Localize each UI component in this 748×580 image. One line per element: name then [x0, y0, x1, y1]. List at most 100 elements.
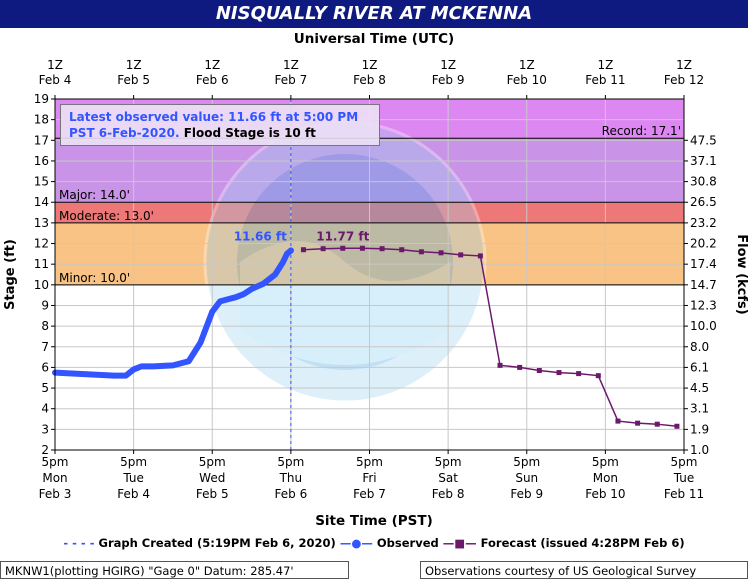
top-tick-date: Feb 11: [585, 73, 625, 87]
forecast-point: [556, 370, 562, 376]
y-tick-label: 3: [41, 422, 49, 436]
bottom-tick-time: 5pm: [513, 455, 540, 469]
top-tick-date: Feb 4: [39, 73, 72, 87]
top-tick-time: 1Z: [440, 58, 456, 72]
bottom-tick-date: Feb 8: [432, 487, 465, 501]
bottom-tick-date: Feb 3: [39, 487, 72, 501]
flow-tick-label: 20.2: [690, 237, 717, 251]
top-tick-time: 1Z: [519, 58, 535, 72]
bottom-tick-date: Feb 10: [585, 487, 625, 501]
bottom-tick-date: Feb 6: [275, 487, 308, 501]
flow-tick-label: 17.4: [690, 257, 717, 271]
flow-tick-label: 26.5: [690, 195, 717, 209]
bottom-tick-day: Sun: [515, 471, 538, 485]
bottom-tick-day: Tue: [673, 471, 695, 485]
flow-tick-label: 6.1: [690, 360, 709, 374]
flow-tick-label: 4.5: [690, 381, 709, 395]
forecast-point: [595, 373, 601, 379]
chart-title: NISQUALLY RIVER AT MCKENNA: [0, 0, 748, 28]
top-tick-time: 1Z: [47, 58, 63, 72]
threshold-label: Minor: 10.0': [59, 271, 130, 285]
forecast-point: [458, 252, 464, 258]
y-tick-label: 16: [34, 154, 49, 168]
top-tick-date: Feb 10: [507, 73, 547, 87]
datum-footer: MKNW1(plotting HGIRG) "Gage 0" Datum: 28…: [0, 561, 349, 579]
forecast-point: [438, 250, 444, 256]
legend-observed-swatch: —●—: [339, 536, 373, 550]
y-tick-label: 11: [34, 257, 49, 271]
top-tick-date: Feb 5: [117, 73, 150, 87]
forecast-point: [576, 371, 582, 377]
y-tick-label: 12: [34, 237, 49, 251]
bottom-tick-day: Mon: [593, 471, 618, 485]
bottom-tick-time: 5pm: [671, 455, 698, 469]
series-group: 11.66 ft 11.77 ft: [52, 229, 680, 429]
y-tick-label: 7: [41, 340, 49, 354]
legend-created-swatch: - - - -: [63, 536, 95, 550]
flow-tick-label: 3.1: [690, 402, 709, 416]
forecast-point: [399, 247, 405, 253]
flow-tick-label: 8.0: [690, 340, 709, 354]
forecast-line: [303, 247, 678, 428]
latest-observed-box: Latest observed value: 11.66 ft at 5:00 …: [60, 104, 380, 146]
top-tick-date: Feb 6: [196, 73, 229, 87]
forecast-point: [654, 421, 660, 427]
top-tick-time: 1Z: [126, 58, 142, 72]
legend-observed-label: Observed: [376, 536, 439, 550]
y-tick-label: 13: [34, 216, 49, 230]
observed-label: 11.66 ft: [234, 230, 287, 244]
top-tick-date: Feb 12: [664, 73, 704, 87]
forecast-point: [379, 246, 385, 252]
bottom-tick-time: 5pm: [592, 455, 619, 469]
noaa-watermark: [203, 120, 487, 404]
forecast-point: [635, 420, 641, 426]
forecast-point: [497, 362, 503, 368]
top-tick-date: Feb 8: [353, 73, 386, 87]
bottom-tick-day: Wed: [199, 471, 225, 485]
top-axis-title: Universal Time (UTC): [293, 31, 455, 47]
observed-point: [287, 247, 294, 254]
bottom-tick-date: Feb 4: [117, 487, 150, 501]
y-tick-label: 14: [34, 195, 49, 209]
forecast-point: [359, 245, 365, 251]
bottom-tick-day: Thu: [279, 471, 303, 485]
y-tick-label: 19: [34, 92, 49, 106]
y-tick-label: 17: [34, 133, 49, 147]
forecast-point: [320, 246, 326, 252]
flow-tick-label: 30.8: [690, 175, 717, 189]
top-tick-time: 1Z: [597, 58, 613, 72]
y-tick-label: 10: [34, 278, 49, 292]
bottom-tick-time: 5pm: [120, 455, 147, 469]
threshold-label: Moderate: 13.0': [59, 209, 154, 223]
top-tick-time: 1Z: [283, 58, 299, 72]
forecast-point: [418, 249, 424, 255]
forecast-point: [517, 364, 523, 370]
forecast-point: [536, 368, 542, 374]
flow-tick-label: 37.1: [690, 154, 717, 168]
top-tick-time: 1Z: [362, 58, 378, 72]
legend-forecast-label: Forecast (issued 4:28PM Feb 6): [480, 536, 685, 550]
flow-tick-label: 14.7: [690, 278, 717, 292]
bottom-tick-date: Feb 5: [196, 487, 229, 501]
legend: - - - - Graph Created (5:19PM Feb 6, 202…: [0, 536, 748, 550]
observed-line: [52, 247, 294, 379]
latest-line1: Latest observed value: 11.66 ft at 5:00 …: [69, 110, 359, 124]
latest-line2-flood: Flood Stage is 10 ft: [183, 126, 316, 140]
legend-forecast-swatch: —■—: [442, 536, 477, 550]
forecast-point: [615, 418, 621, 424]
flow-tick-label: 1.9: [690, 422, 709, 436]
bottom-tick-day: Tue: [122, 471, 144, 485]
y-tick-label: 6: [41, 360, 49, 374]
bottom-tick-date: Feb 11: [664, 487, 704, 501]
bottom-tick-time: 5pm: [435, 455, 462, 469]
forecast-label: 11.77 ft: [316, 229, 369, 243]
y-axis-title: Stage (ft): [3, 239, 18, 310]
top-tick-date: Feb 9: [432, 73, 465, 87]
bottom-tick-date: Feb 7: [353, 487, 386, 501]
y-tick-label: 9: [41, 298, 49, 312]
bottom-tick-time: 5pm: [42, 455, 69, 469]
bottom-tick-time: 5pm: [199, 455, 226, 469]
y-tick-label: 2: [41, 443, 49, 457]
courtesy-footer: Observations courtesy of US Geological S…: [420, 561, 748, 579]
